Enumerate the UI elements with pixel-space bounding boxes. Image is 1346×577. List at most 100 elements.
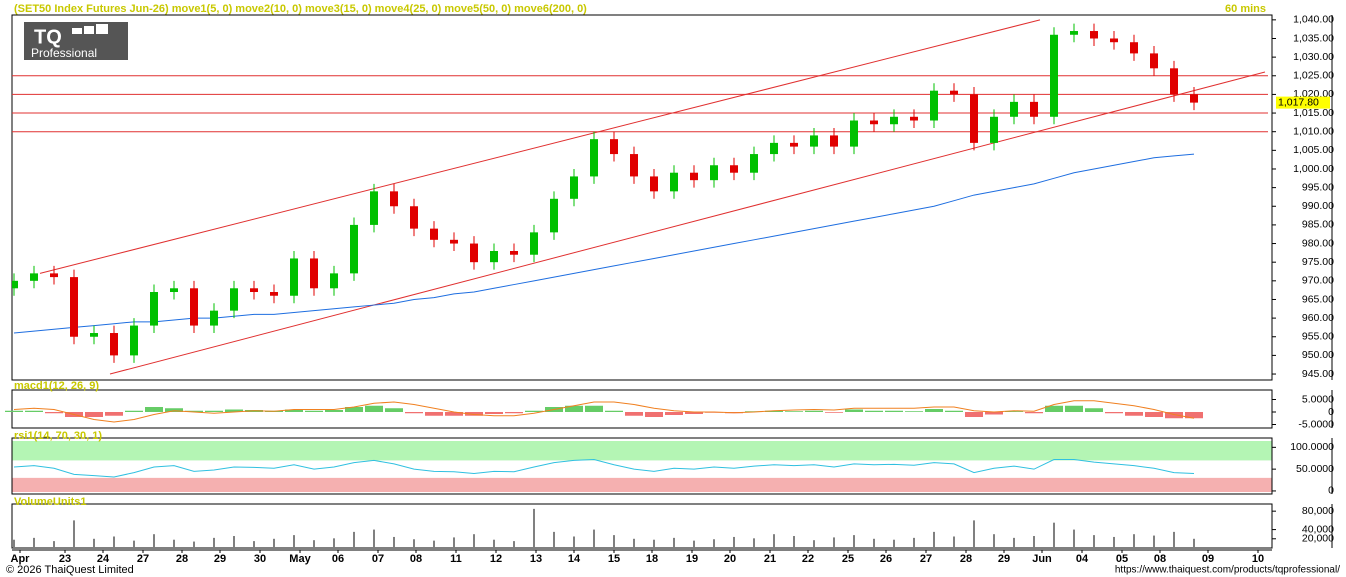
histogram-bar <box>5 410 23 412</box>
histogram-bar <box>605 410 623 412</box>
y-tick-label: 0 <box>1328 406 1334 418</box>
candle-body <box>1130 42 1138 54</box>
candle-body <box>130 325 138 356</box>
histogram-bar <box>765 410 783 412</box>
volume-bar <box>773 534 775 548</box>
volume-bar <box>933 531 935 548</box>
histogram-bar <box>445 412 463 416</box>
panel-frame <box>11 437 1273 495</box>
volume-bar <box>1153 535 1155 548</box>
candle-body <box>1150 53 1158 69</box>
candle-body <box>30 273 38 281</box>
candle-body <box>970 94 978 143</box>
candle-body <box>210 310 218 326</box>
histogram-bar <box>825 412 843 413</box>
macd-line <box>13 400 1195 423</box>
histogram-bar <box>885 410 903 412</box>
histogram-bar <box>25 410 43 412</box>
volume-bar <box>213 537 215 548</box>
histogram-bar <box>665 412 683 415</box>
candle-body <box>1090 31 1098 39</box>
candle-body <box>530 232 538 255</box>
logo-sub: Professional <box>31 46 97 60</box>
volume-bar <box>1053 522 1055 548</box>
y-tick-label: 80,000 <box>1302 505 1334 517</box>
plot <box>12 19 1268 375</box>
y-tick-label: 5.0000 <box>1302 393 1334 405</box>
candle-body <box>830 135 838 147</box>
logo-tq: TQ <box>34 26 62 48</box>
y-tick-label: 20,000 <box>1302 533 1334 545</box>
panel-label: macd1(12, 26, 9) <box>14 380 99 392</box>
y-tick-label: 0 <box>1328 485 1334 497</box>
y-tick-label: 950.00 <box>1302 349 1334 361</box>
x-tick-label: 27 <box>137 553 149 565</box>
x-tick-label: 08 <box>410 553 422 565</box>
histogram-bar <box>685 412 703 414</box>
volume-bar <box>233 536 235 548</box>
interval: 60 mins <box>1225 3 1266 15</box>
volume-bar <box>993 534 995 548</box>
candle-body <box>710 165 718 181</box>
volume-bar <box>973 520 975 548</box>
histogram-bar <box>1185 412 1203 419</box>
histogram-bar <box>1125 412 1143 416</box>
y-tick-label: 960.00 <box>1302 312 1334 324</box>
x-tick-label: 23 <box>59 553 71 565</box>
histogram-bar <box>1165 412 1183 419</box>
volume-bar <box>693 540 695 548</box>
x-tick-label: 19 <box>686 553 698 565</box>
histogram-bar <box>345 407 363 412</box>
y-tick-label: 970.00 <box>1302 275 1334 287</box>
candle-body <box>450 239 458 244</box>
candle-body <box>870 120 878 125</box>
x-tick-label: 30 <box>254 553 266 565</box>
histogram-bar <box>645 412 663 417</box>
histogram-bar <box>365 405 383 412</box>
x-tick-label: 24 <box>97 553 110 565</box>
volume-bar <box>893 539 895 548</box>
volume-bar <box>833 537 835 548</box>
volume-bar <box>473 534 475 548</box>
candle-body <box>1190 94 1198 103</box>
candle-body <box>950 90 958 95</box>
volume-bar <box>293 535 295 548</box>
candle-body <box>270 292 278 296</box>
volume-bar <box>33 537 35 548</box>
histogram-bar <box>805 410 823 412</box>
y-tick-label: 990.00 <box>1302 200 1334 212</box>
volume-bar <box>153 534 155 548</box>
x-tick-label: 10 <box>1252 553 1264 565</box>
last-price-label: 1,017.80 <box>1278 96 1319 108</box>
trend-line <box>109 71 1266 375</box>
candle-body <box>1010 101 1018 117</box>
histogram-bar <box>405 412 423 414</box>
x-tick-label: 13 <box>530 553 542 565</box>
candle-body <box>12 280 18 289</box>
histogram-bar <box>125 410 143 412</box>
histogram-bar <box>925 409 943 412</box>
candle-body <box>430 228 438 240</box>
x-tick-label: 20 <box>724 553 736 565</box>
last-price-tag <box>1276 96 1330 109</box>
candle-body <box>610 139 618 155</box>
histogram-bar <box>585 405 603 412</box>
candle-body <box>250 288 258 293</box>
x-tick-label: 18 <box>646 553 658 565</box>
volume-bar <box>73 520 75 548</box>
histogram-bar <box>1085 408 1103 412</box>
histogram-bar <box>865 410 883 412</box>
candle-body <box>570 176 578 199</box>
y-tick-label: 985.00 <box>1302 219 1334 231</box>
y-tick-label: 955.00 <box>1302 331 1334 343</box>
histogram-bar <box>1025 412 1043 414</box>
candle-body <box>630 154 638 177</box>
histogram-bar <box>1105 412 1123 414</box>
volume-bar <box>673 537 675 548</box>
volume-bar <box>1073 529 1075 548</box>
candle-body <box>1030 101 1038 117</box>
candle-body <box>790 142 798 147</box>
url: https://www.thaiquest.com/products/tqpro… <box>1115 565 1340 576</box>
chart-header: (SET50 Index Futures Jun-26) move1(5, 0)… <box>14 3 587 15</box>
